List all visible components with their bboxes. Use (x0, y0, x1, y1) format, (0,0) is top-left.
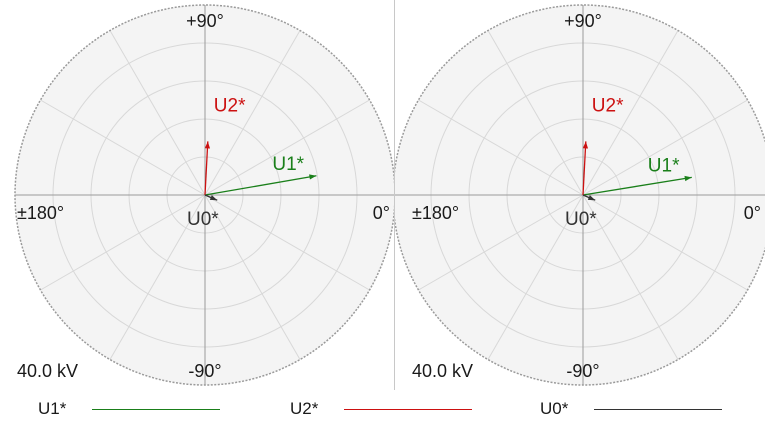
angle-label-bottom: -90° (188, 361, 221, 381)
grid-spoke (418, 194, 584, 291)
grid-spoke (487, 30, 584, 196)
phasor-arrowhead (684, 175, 692, 182)
angle-label-left: ±180° (412, 203, 459, 223)
phasor-label: U2* (592, 95, 624, 116)
legend-label-u0: U0* (540, 399, 569, 418)
grid-spoke (418, 99, 584, 196)
phasor-panel-2 (395, 4, 765, 386)
angle-label-right: 0° (373, 203, 390, 223)
phasor-arrowhead (587, 195, 596, 201)
legend-item-u2: U2* (290, 398, 473, 420)
angle-label-right: 0° (744, 203, 761, 223)
plot-border (14, 4, 394, 386)
grid-spoke (582, 194, 748, 291)
grid-spoke (204, 99, 370, 196)
grid-spoke (204, 30, 301, 196)
legend-item-u0: U0* (540, 398, 723, 420)
phasor-diagrams: U1* U2* U0* +90° -90° ±180° 0° 40.0 kV U1* U2* U0*… (14, 0, 765, 390)
phasor-u1 (204, 175, 317, 196)
plot-border (395, 4, 765, 386)
phasor-arrowhead (309, 174, 317, 180)
legend-label-u2: U2* (290, 399, 319, 418)
phasor-label: U0* (187, 209, 219, 230)
phasor-arrowhead (209, 195, 218, 201)
legend-line-u2 (344, 408, 473, 410)
legend: U1* U2* U0* (0, 390, 765, 426)
grid-spoke (204, 194, 370, 291)
phasor-label: U2* (214, 95, 246, 116)
angle-label-top: +90° (186, 11, 224, 31)
legend-line-u1 (92, 408, 221, 410)
scale-label: 40.0 kV (17, 361, 78, 381)
phasor-label: U1* (272, 154, 304, 175)
grid-spoke (40, 99, 206, 196)
angle-label-bottom: -90° (566, 361, 599, 381)
phasor-u1 (582, 176, 692, 196)
legend-item-u1: U1* (38, 398, 221, 420)
phasor-label: U1* (648, 155, 680, 176)
phasor-arrowhead (204, 141, 211, 149)
angle-label-left: ±180° (17, 203, 64, 223)
grid-spoke (582, 30, 679, 196)
phasor-u2 (204, 141, 209, 196)
phasor-label: U0* (565, 209, 597, 230)
phasor-u2 (582, 141, 587, 196)
phasor-arrowhead (582, 141, 589, 149)
grid-spoke (109, 30, 206, 196)
grid-spoke (487, 194, 584, 360)
grid-spoke (40, 194, 206, 291)
grid-spoke (109, 194, 206, 360)
scale-label: 40.0 kV (412, 361, 473, 381)
phasor-panel-1 (14, 4, 394, 386)
angle-label-top: +90° (564, 11, 602, 31)
grid-spoke (204, 194, 301, 360)
grid-spoke (582, 99, 748, 196)
grid-spoke (582, 194, 679, 360)
legend-label-u1: U1* (38, 399, 67, 418)
legend-line-u0 (594, 408, 723, 410)
